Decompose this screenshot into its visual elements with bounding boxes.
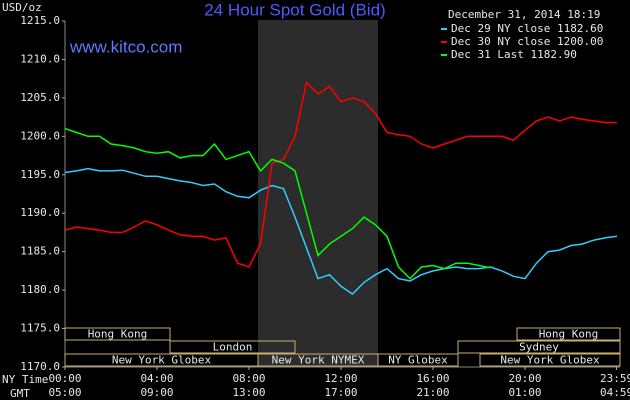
legend-label: Dec 29 NY close 1182.60 — [451, 22, 603, 35]
x-tick-label: 08:00 — [232, 372, 265, 385]
session-label: New York NYMEX — [272, 354, 365, 367]
x-row-label: NY Time — [2, 373, 48, 386]
session-label: New York Globex — [112, 354, 212, 367]
y-tick-label: 1185.0 — [20, 245, 60, 258]
x2-tick-label: 09:00 — [140, 386, 173, 399]
x-row-label: GMT — [10, 387, 30, 400]
x2-tick-label: 05:00 — [48, 386, 81, 399]
price-line — [64, 80, 617, 268]
session-box — [457, 340, 621, 354]
x2-tick-label: 04:59 — [600, 386, 630, 399]
session-box — [169, 340, 296, 354]
session-label: NY Globex — [388, 354, 448, 367]
y-tick-label: 1180.0 — [20, 283, 60, 296]
y-tick-label: 1215.0 — [20, 14, 60, 27]
price-line — [64, 167, 618, 295]
session-box — [64, 327, 171, 341]
x2-tick-label: 01:00 — [508, 386, 541, 399]
session-box — [377, 353, 459, 367]
y-unit: USD/oz — [2, 1, 42, 14]
session-label: Hong Kong — [88, 328, 148, 341]
legend-label: Dec 31 Last 1182.90 — [451, 48, 577, 61]
y-tick-label: 1195.0 — [20, 168, 60, 181]
session-box — [479, 353, 621, 367]
session-label: London — [213, 341, 253, 354]
session-label: New York Globex — [500, 354, 600, 367]
x-tick-label: 23:59 — [600, 372, 630, 385]
y-tick-label: 1200.0 — [20, 129, 60, 142]
site: www.kitco.com — [69, 37, 182, 56]
timestamp: December 31, 2014 18:19 — [448, 8, 600, 21]
session-label: Sydney — [519, 341, 559, 354]
chart-title: 24 Hour Spot Gold (Bid) — [204, 0, 385, 19]
session-box — [516, 327, 621, 341]
session-label: Hong Kong — [539, 328, 599, 341]
x-tick-label: 12:00 — [324, 372, 357, 385]
x-tick-label: 04:00 — [140, 372, 173, 385]
x-tick-label: 00:00 — [48, 372, 81, 385]
x2-tick-label: 13:00 — [232, 386, 265, 399]
y-tick-label: 1175.0 — [20, 322, 60, 335]
y-tick-label: 1210.0 — [20, 52, 60, 65]
x-tick-label: 20:00 — [508, 372, 541, 385]
x-tick-label: 16:00 — [416, 372, 449, 385]
nymex-shade — [258, 20, 378, 367]
price-line — [64, 127, 491, 280]
legend-label: Dec 30 NY close 1200.00 — [451, 35, 603, 48]
x2-tick-label: 17:00 — [324, 386, 357, 399]
y-tick-label: 1190.0 — [20, 206, 60, 219]
x2-tick-label: 21:00 — [416, 386, 449, 399]
y-tick-label: 1205.0 — [20, 91, 60, 104]
y-tick-label: 1170.0 — [20, 360, 60, 373]
